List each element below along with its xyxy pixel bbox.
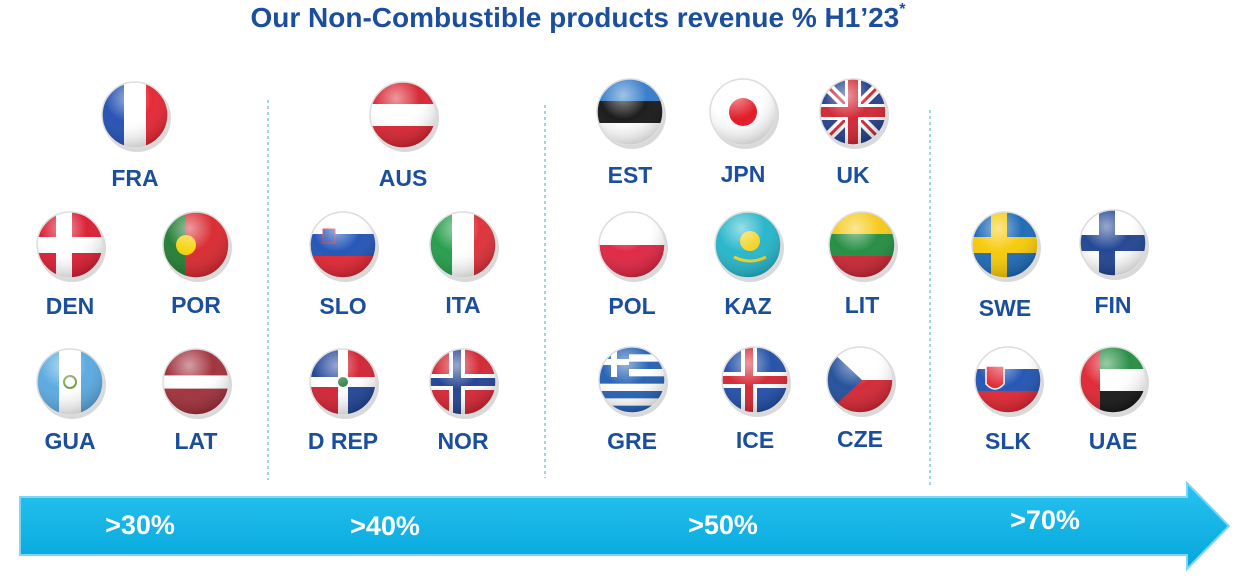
flag-gloss xyxy=(828,211,896,279)
content: FRA DEN POR GUA LAT >30% AUS SLO ITA D REP NOR >40%… xyxy=(36,78,1149,541)
country-label: LIT xyxy=(845,292,880,318)
country-label: AUS xyxy=(379,165,428,191)
flag-gloss xyxy=(309,211,377,279)
flag-gloss xyxy=(429,211,497,279)
country-label: LAT xyxy=(174,428,217,454)
threshold-label: >70% xyxy=(1010,505,1080,535)
flag xyxy=(714,211,784,282)
flag xyxy=(162,211,232,282)
country-label: POL xyxy=(608,293,655,319)
flag xyxy=(36,348,106,419)
flag xyxy=(369,81,439,152)
flag-gloss xyxy=(1079,209,1147,277)
flag xyxy=(429,211,499,282)
flag-gloss xyxy=(162,348,230,416)
flag-gloss xyxy=(162,211,230,279)
flag-gloss xyxy=(721,346,789,414)
flag-gloss xyxy=(36,211,104,279)
flag xyxy=(709,78,779,149)
flag-gloss xyxy=(598,346,666,414)
flag xyxy=(598,211,668,282)
country-label: SLO xyxy=(319,293,366,319)
arrow xyxy=(19,480,1231,572)
flag xyxy=(826,346,896,417)
flag-gloss xyxy=(709,78,777,146)
country-label: KAZ xyxy=(724,293,771,319)
flag-gloss xyxy=(596,78,664,146)
flag-gloss xyxy=(101,81,169,149)
flag-gloss xyxy=(971,211,1039,279)
threshold-label: >40% xyxy=(350,511,420,541)
flag-gloss xyxy=(819,78,887,146)
flag-gloss xyxy=(429,348,497,416)
country-label: GRE xyxy=(607,428,657,454)
flag xyxy=(36,211,106,282)
flag-gloss xyxy=(974,346,1042,414)
flag xyxy=(819,78,889,149)
flag xyxy=(101,81,171,152)
flag xyxy=(309,211,379,282)
country-label: EST xyxy=(608,162,653,188)
threshold-label: >30% xyxy=(105,510,175,540)
country-label: NOR xyxy=(437,428,489,454)
flag xyxy=(309,348,379,419)
title: Our Non-Combustible products revenue % H… xyxy=(250,1,906,33)
flag xyxy=(1079,209,1149,280)
flag-gloss xyxy=(36,348,104,416)
flag xyxy=(971,211,1041,282)
flag-gloss xyxy=(309,348,377,416)
flag xyxy=(596,78,666,149)
country-label: D REP xyxy=(308,428,378,454)
flag-gloss xyxy=(598,211,666,279)
country-label: GUA xyxy=(44,428,95,454)
title-text: Our Non-Combustible products revenue % H… xyxy=(250,2,899,33)
flag xyxy=(162,348,232,419)
country-label: UK xyxy=(836,162,870,188)
country-label: FRA xyxy=(111,165,158,191)
flag-gloss xyxy=(1079,346,1147,414)
flag xyxy=(429,348,499,419)
flag-gloss xyxy=(826,346,894,414)
country-label: CZE xyxy=(837,426,883,452)
flag xyxy=(721,346,791,417)
country-label: ICE xyxy=(736,427,774,453)
flag-gloss xyxy=(714,211,782,279)
flag xyxy=(598,346,668,417)
country-label: UAE xyxy=(1089,428,1138,454)
title-note: * xyxy=(899,1,906,18)
threshold-label: >50% xyxy=(688,510,758,540)
flag-gloss xyxy=(369,81,437,149)
country-label: SLK xyxy=(985,428,1031,454)
flag xyxy=(974,346,1044,417)
country-label: ITA xyxy=(445,292,480,318)
dividers xyxy=(267,100,931,485)
flag xyxy=(1079,346,1149,417)
country-label: SWE xyxy=(979,295,1031,321)
country-label: JPN xyxy=(721,161,766,187)
flag xyxy=(828,211,898,282)
country-label: DEN xyxy=(46,293,95,319)
country-label: FIN xyxy=(1094,292,1131,318)
country-label: POR xyxy=(171,292,221,318)
